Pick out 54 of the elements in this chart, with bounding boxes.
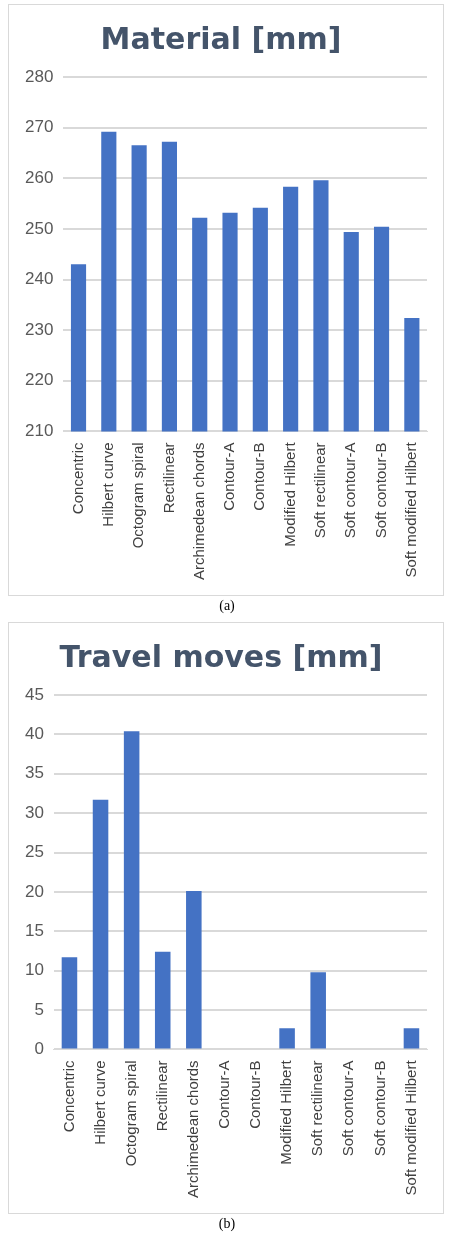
x-tick-label: Modified Hilbert: [280, 441, 298, 547]
x-tick-label: Contour-B: [246, 1060, 264, 1129]
y-tick-label: 210: [24, 421, 54, 441]
y-tick-label: 230: [24, 319, 54, 339]
y-tick-label: 35: [24, 763, 44, 783]
bar: [123, 731, 140, 1049]
x-tick-label: Soft contour-B: [370, 1060, 388, 1157]
y-tick-label: 15: [24, 920, 44, 940]
x-tick-label: Octogram spiral: [129, 442, 147, 549]
x-tick-label: Contour-A: [220, 442, 238, 511]
x-tick-label: Contour-A: [215, 1060, 233, 1129]
y-tick-label: 250: [24, 218, 54, 238]
x-tick-label: Soft contour-A: [341, 442, 359, 539]
y-tick-label: 260: [24, 167, 54, 187]
y-tick-label: 30: [24, 802, 44, 822]
bar: [403, 1028, 420, 1049]
x-tick-label: Hilbert curve: [98, 442, 116, 527]
x-tick-label: Soft modified Hilbert: [401, 441, 419, 578]
y-tick-label: 280: [24, 66, 54, 86]
x-tick-label: Hilbert curve: [90, 1060, 108, 1145]
y-tick-label: 45: [24, 684, 44, 704]
bar: [92, 799, 109, 1049]
chart-title: Travel moves [mm]: [59, 638, 383, 674]
x-tick-label: Soft contour-A: [339, 1060, 357, 1157]
y-tick-label: 40: [24, 724, 44, 744]
bar: [310, 972, 326, 1049]
y-tick-label: 240: [24, 269, 54, 289]
y-tick-label: 5: [34, 999, 44, 1019]
y-tick-label: 220: [24, 370, 54, 390]
x-tick-label: Archimedean chords: [183, 1060, 201, 1199]
bar: [61, 957, 78, 1049]
x-tick-label: Rectilinear: [159, 442, 177, 514]
y-tick-label: 10: [24, 960, 44, 980]
x-tick-label: Concentric: [59, 1059, 77, 1133]
x-tick-label: Soft rectilinear: [311, 442, 329, 539]
x-tick-label: Concentric: [68, 441, 86, 515]
y-tick-label: 270: [24, 117, 54, 137]
bar: [279, 1028, 295, 1049]
x-tick-label: Soft rectilinear: [308, 1060, 326, 1157]
x-tick-label: Archimedean chords: [189, 442, 207, 581]
x-tick-label: Octogram spiral: [121, 1060, 139, 1167]
text: (b): [217, 1216, 237, 1232]
x-tick-label: Contour-B: [250, 442, 268, 511]
chart-title: Material [mm]: [100, 20, 342, 56]
bar: [186, 891, 202, 1049]
x-tick-label: Soft contour-B: [371, 442, 389, 539]
x-tick-label: Soft modified Hilbert: [401, 1059, 419, 1196]
y-tick-label: 20: [24, 881, 44, 901]
x-tick-label: Modified Hilbert: [277, 1059, 295, 1165]
y-tick-label: 0: [34, 1039, 44, 1059]
bar: [154, 951, 171, 1049]
text: (a): [218, 598, 236, 614]
y-tick-label: 25: [24, 842, 44, 862]
x-tick-label: Rectilinear: [152, 1060, 170, 1132]
